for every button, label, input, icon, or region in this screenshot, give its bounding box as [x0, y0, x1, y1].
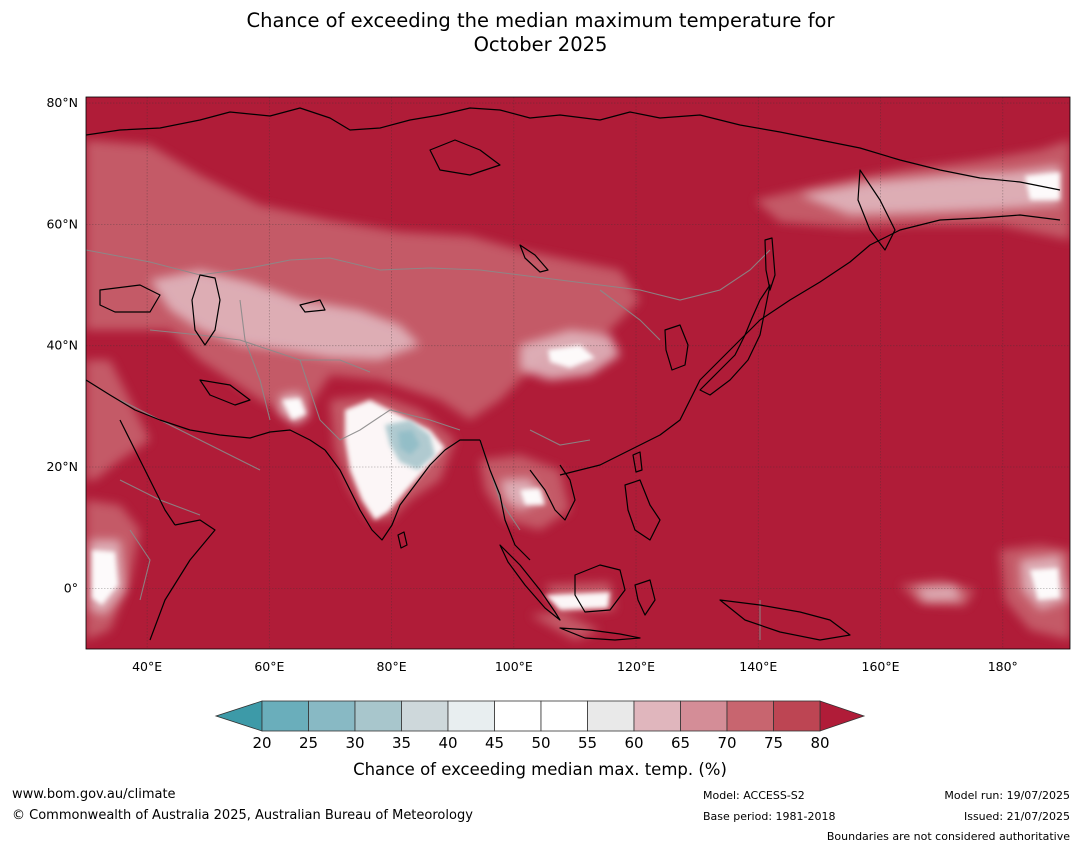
- colorbar-bin: [680, 700, 728, 732]
- latitude-label: 0°: [64, 580, 78, 595]
- longitude-label: 40°E: [132, 659, 162, 674]
- philippines: [624, 479, 661, 541]
- lake-balkhash: [299, 299, 326, 313]
- latitude-labels: 80°N 60°N 40°N 20°N 0°: [46, 95, 78, 595]
- colorbar-tick-label: 50: [531, 734, 550, 752]
- map-area: [86, 97, 1070, 649]
- graticule: [86, 97, 1070, 649]
- title-line-2: October 2025: [473, 33, 608, 56]
- colorbar-title: Chance of exceeding median max. temp. (%…: [353, 760, 727, 779]
- sri-lanka: [397, 531, 408, 549]
- indochina-coast: [529, 464, 576, 521]
- colorbar-tick-label: 55: [578, 734, 597, 752]
- colorbar-bin: [354, 700, 402, 732]
- sumatra: [499, 544, 561, 621]
- colorbar-bin: [633, 700, 681, 732]
- copyright-notice: © Commonwealth of Australia 2025, Austra…: [12, 808, 473, 823]
- longitude-label: 100°E: [495, 659, 533, 674]
- borneo: [574, 564, 626, 613]
- red-sea-coast: [119, 419, 176, 526]
- black-sea: [99, 284, 161, 313]
- colorbar-over-arrow: [819, 700, 866, 732]
- latitude-label: 60°N: [46, 216, 78, 231]
- taimyr-coast: [429, 139, 501, 176]
- pacific-coast: [559, 214, 1061, 476]
- colorbar-tick-label: 45: [485, 734, 504, 752]
- colorbar-tick-label: 65: [671, 734, 690, 752]
- longitude-label: 80°E: [377, 659, 407, 674]
- colorbar-bin: [261, 700, 309, 732]
- africa-coast: [149, 519, 216, 641]
- colorbar-tick-label: 70: [717, 734, 736, 752]
- base-period: Base period: 1981-2018: [703, 810, 836, 823]
- lake-baikal: [519, 244, 549, 273]
- boundary-disclaimer: Boundaries are not considered authoritat…: [826, 830, 1070, 843]
- longitude-labels: 40°E 60°E 80°E 100°E 120°E 140°E 160°E 180°: [132, 659, 1018, 674]
- coastlines: [86, 107, 1061, 641]
- colorbar-bin: [773, 700, 821, 732]
- colorbar-tick-label: 40: [438, 734, 457, 752]
- model-run-date: Model run: 19/07/2025: [944, 789, 1070, 802]
- arctic-coast: [86, 107, 1061, 191]
- taiwan: [632, 451, 643, 473]
- colorbar-bin: [540, 700, 588, 732]
- colorbar-under-arrow: [214, 700, 263, 732]
- caspian-sea: [191, 274, 221, 346]
- probability-zone-30-35: [398, 430, 420, 455]
- colorbar-bin: [726, 700, 774, 732]
- longitude-label: 60°E: [254, 659, 284, 674]
- longitude-label: 120°E: [617, 659, 655, 674]
- longitude-label: 180°: [988, 659, 1018, 674]
- new-guinea: [719, 599, 851, 641]
- colorbar-bin: [494, 700, 542, 732]
- issued-date: Issued: 21/07/2025: [963, 810, 1070, 823]
- korea: [664, 324, 689, 371]
- colorbar-tick-label: 80: [810, 734, 829, 752]
- colorbar-tick-label: 25: [299, 734, 318, 752]
- java: [559, 627, 641, 641]
- colorbar: 20 25 30 35 40 45 50 55 60 65 70 75 80: [214, 700, 866, 752]
- colorbar-bin: [447, 700, 495, 732]
- colorbar-bin: [587, 700, 635, 732]
- sulawesi: [634, 579, 656, 616]
- title-line-1: Chance of exceeding the median maximum t…: [246, 9, 835, 32]
- latitude-label: 20°N: [46, 459, 78, 474]
- japan: [699, 284, 771, 396]
- colorbar-tick-label: 75: [764, 734, 783, 752]
- arabian-sea-coast: [86, 379, 326, 451]
- map-title: Chance of exceeding the median maximum t…: [0, 9, 1081, 57]
- colorbar-tick-label: 30: [345, 734, 364, 752]
- latitude-label: 80°N: [46, 95, 78, 110]
- colorbar-tick-label: 60: [624, 734, 643, 752]
- longitude-label: 160°E: [862, 659, 900, 674]
- map-frame: [85, 96, 1071, 650]
- latitude-label: 40°N: [46, 338, 78, 353]
- website-link[interactable]: www.bom.gov.au/climate: [12, 787, 176, 802]
- model-name: Model: ACCESS-S2: [703, 789, 805, 802]
- kamchatka: [857, 169, 896, 251]
- colorbar-bin: [401, 700, 449, 732]
- colorbar-bin: [308, 700, 356, 732]
- longitude-label: 140°E: [739, 659, 777, 674]
- country-boundaries: [86, 249, 771, 640]
- colorbar-tick-label: 20: [252, 734, 271, 752]
- colorbar-tick-label: 35: [392, 734, 411, 752]
- sakhalin: [764, 237, 776, 291]
- india-coast: [324, 439, 480, 541]
- persian-gulf: [199, 379, 251, 406]
- bay-coast: [479, 439, 531, 561]
